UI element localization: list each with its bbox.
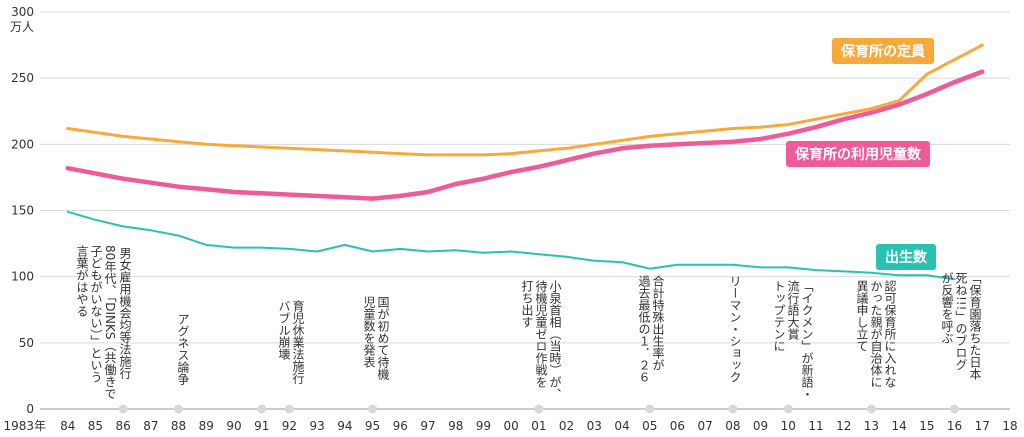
y-unit-label: 万人 bbox=[10, 20, 34, 34]
x-tick-label: 98 bbox=[448, 419, 463, 433]
event-label: 「保育園落ちた日本 死ね!!!」のブログ が反響を呼ぶ bbox=[940, 272, 982, 380]
event-marker-dot bbox=[118, 404, 128, 414]
series-line-2 bbox=[65, 69, 985, 201]
y-tick-label: 100 bbox=[11, 270, 34, 284]
series-line-1 bbox=[66, 43, 984, 157]
series-lines bbox=[65, 43, 985, 281]
x-tick-label: 90 bbox=[226, 419, 241, 433]
y-tick-label: 200 bbox=[11, 137, 34, 151]
legend-capacity-label: 保育所の定員 bbox=[832, 38, 934, 64]
x-tick-label: 02 bbox=[559, 419, 574, 433]
x-tick-label: 91 bbox=[254, 419, 269, 433]
x-tick-label: 01 bbox=[531, 419, 546, 433]
x-tick-label: 85 bbox=[88, 419, 103, 433]
y-tick-label: 250 bbox=[11, 71, 34, 85]
x-tick-label: 17 bbox=[975, 419, 990, 433]
x-tick-label: 92 bbox=[282, 419, 297, 433]
event-label: 「イクメン」が新語・ 流行語大賞 トップテンに bbox=[772, 280, 814, 400]
event-marker-dot bbox=[728, 404, 738, 414]
x-tick-label: 08 bbox=[725, 419, 740, 433]
x-tick-label: 89 bbox=[199, 419, 214, 433]
x-tick-label: 15 bbox=[919, 419, 934, 433]
event-label: 認可保育所に入れな かった親が自治体に 異議申し立て bbox=[855, 280, 897, 388]
x-tick-label: 99 bbox=[476, 419, 491, 433]
event-label: 80年代、「DINKS（共働きで 子どもがいない）」という 言葉がはやる bbox=[75, 245, 117, 400]
event-marker-dot bbox=[284, 404, 294, 414]
event-marker-dot bbox=[950, 404, 960, 414]
x-tick-label: 16 bbox=[947, 419, 962, 433]
y-tick-label: 50 bbox=[19, 336, 34, 350]
event-label: 育児休業法施行 バブル崩壊 bbox=[277, 300, 305, 384]
event-marker-dot bbox=[257, 404, 267, 414]
x-tick-label: 86 bbox=[116, 419, 131, 433]
x-tick-label: 05 bbox=[642, 419, 657, 433]
x-tick-label: 18 bbox=[1002, 419, 1017, 433]
x-tick-label: 12 bbox=[836, 419, 851, 433]
x-tick-label: 13 bbox=[864, 419, 879, 433]
x-tick-label: 11 bbox=[808, 419, 823, 433]
x-tick-label: 07 bbox=[698, 419, 713, 433]
x-tick-label: 04 bbox=[614, 419, 629, 433]
x-tick-label: 94 bbox=[337, 419, 352, 433]
x-tick-label: 09 bbox=[753, 419, 768, 433]
y-tick-label: 150 bbox=[11, 204, 34, 218]
event-label: 男女雇用機会均等法施行 bbox=[118, 247, 132, 379]
event-label: アグネス論争 bbox=[176, 313, 190, 385]
event-label: 国が初めて待機 児童数を発表 bbox=[362, 296, 390, 380]
event-marker-dot bbox=[866, 404, 876, 414]
event-marker-dot bbox=[783, 404, 793, 414]
event-marker-dot bbox=[534, 404, 544, 414]
legend-births-label: 出生数 bbox=[876, 244, 936, 270]
event-marker-dot bbox=[368, 404, 378, 414]
series-line-3 bbox=[66, 210, 956, 281]
x-tick-label: 10 bbox=[781, 419, 796, 433]
x-tick-label: 00 bbox=[504, 419, 519, 433]
x-tick-label: 03 bbox=[587, 419, 602, 433]
x-tick-label: 88 bbox=[171, 419, 186, 433]
x-tick-label: 95 bbox=[365, 419, 380, 433]
x-tick-label: 84 bbox=[60, 419, 75, 433]
x-tick-label: 97 bbox=[420, 419, 435, 433]
event-label: リーマン・ショック bbox=[728, 275, 742, 383]
x-tick-label: 93 bbox=[310, 419, 325, 433]
x-tick-label: 14 bbox=[892, 419, 907, 433]
event-label: 合計特殊出生率が 過去最低の１．２６ bbox=[637, 275, 665, 383]
x-tick-label: 87 bbox=[143, 419, 158, 433]
event-markers bbox=[118, 404, 960, 414]
event-label: 小泉首相（当時）が、 待機児童ゼロ作戦を 打ち出す bbox=[520, 280, 562, 400]
event-marker-dot bbox=[174, 404, 184, 414]
y-tick-label: 300 bbox=[11, 5, 34, 19]
x-tick-label: 1983年 bbox=[3, 419, 46, 433]
x-tick-label: 06 bbox=[670, 419, 685, 433]
y-tick-label: 0 bbox=[26, 402, 34, 416]
event-marker-dot bbox=[645, 404, 655, 414]
x-tick-label: 96 bbox=[393, 419, 408, 433]
legend-children-label: 保育所の利用児童数 bbox=[786, 141, 930, 167]
